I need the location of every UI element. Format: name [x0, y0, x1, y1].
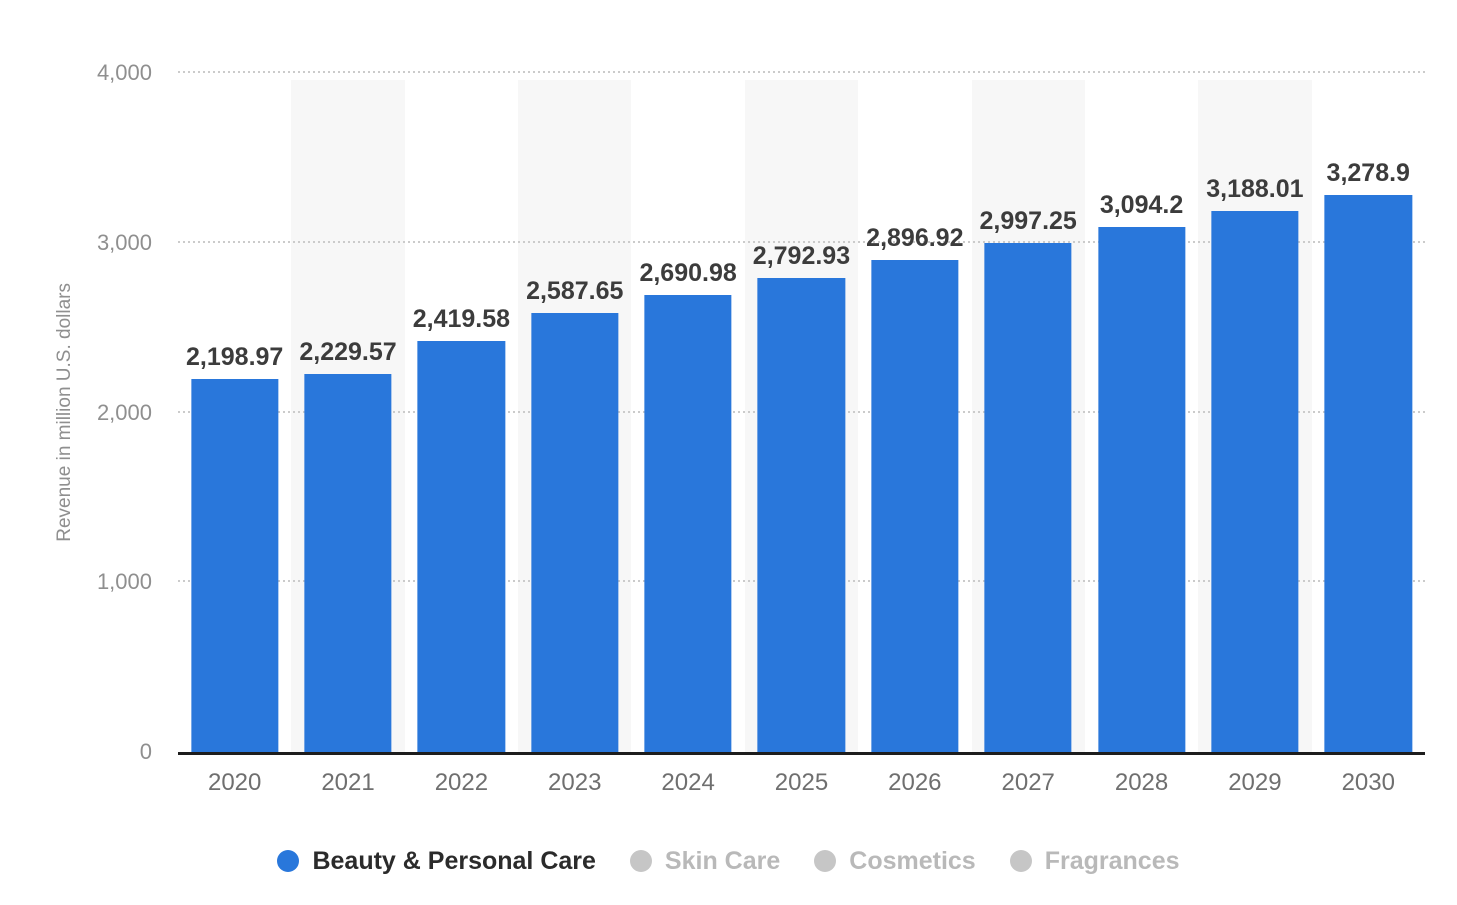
bar-columns: 2,198.97 2020 2,229.57 2021 2,419.58 202…	[178, 73, 1425, 796]
bar-2025[interactable]: 2,792.93	[753, 242, 850, 752]
legend-label: Fragrances	[1044, 846, 1180, 875]
bar-value-label: 2,997.25	[979, 207, 1077, 236]
category-column-2029: 3,188.01 2029	[1198, 73, 1311, 796]
category-column-2026: 2,896.92 2026	[858, 73, 971, 796]
bar-value-label: 3,094.2	[1099, 190, 1184, 219]
category-column-2023: 2,587.65 2023	[518, 73, 631, 796]
x-tick-label: 2020	[207, 769, 262, 796]
bar-value-label: 2,587.65	[526, 276, 624, 305]
legend-dot-icon	[1009, 850, 1032, 872]
y-tick-label: 4,000	[96, 60, 152, 85]
bar-value-label: 2,896.92	[866, 224, 964, 253]
legend-label: Cosmetics	[849, 846, 976, 875]
y-axis: 0 1,000 2,000 3,000 4,000	[0, 60, 152, 764]
bar-2026[interactable]: 2,896.92	[866, 224, 963, 752]
category-column-2020: 2,198.97 2020	[178, 73, 291, 796]
bar-2027[interactable]: 2,997.25	[980, 207, 1077, 752]
x-tick-label: 2025	[774, 769, 829, 796]
legend: Beauty & Personal Care Skin Care Cosmeti…	[0, 843, 1457, 879]
x-tick-label: 2027	[1001, 769, 1055, 796]
legend-item-cosmetics[interactable]: Cosmetics	[814, 846, 976, 876]
legend-item-fragrances[interactable]: Fragrances	[1009, 846, 1180, 876]
x-tick-label: 2029	[1228, 769, 1282, 796]
y-tick-label: 0	[139, 739, 152, 764]
x-tick-label: 2023	[548, 769, 602, 796]
legend-dot-icon	[629, 850, 652, 872]
bar-2029[interactable]: 3,188.01	[1206, 175, 1304, 752]
legend-item-skin-care[interactable]: Skin Care	[629, 846, 781, 876]
category-column-2030: 3,278.9 2030	[1312, 73, 1425, 796]
bar-value-label: 2,690.98	[639, 259, 737, 288]
category-column-2021: 2,229.57 2021	[291, 73, 404, 796]
x-tick-label: 2024	[661, 769, 715, 796]
x-tick-label: 2026	[888, 769, 942, 796]
bar-2023[interactable]: 2,587.65	[526, 277, 623, 752]
x-tick-label: 2021	[321, 769, 375, 796]
bar-value-label: 3,278.9	[1326, 159, 1410, 188]
category-column-2025: 2,792.93 2025	[745, 73, 858, 796]
legend-dot-icon	[814, 850, 837, 872]
category-column-2022: 2,419.58 2022	[405, 73, 518, 796]
bar-2028[interactable]: 3,094.2	[1097, 191, 1186, 752]
legend-label: Beauty & Personal Care	[312, 846, 596, 875]
gridline	[178, 240, 1425, 243]
bar-2022[interactable]: 2,419.58	[413, 305, 510, 752]
legend-item-beauty-personal-care[interactable]: Beauty & Personal Care	[277, 846, 596, 876]
bar-value-label: 2,792.93	[752, 241, 851, 270]
bar-2021[interactable]: 2,229.57	[299, 338, 397, 752]
y-tick-label: 1,000	[96, 569, 152, 595]
gridline	[178, 71, 1425, 73]
category-column-2028: 3,094.2 2028	[1085, 73, 1198, 796]
bar-value-label: 2,229.57	[299, 337, 397, 366]
bar-value-label: 2,419.58	[412, 305, 511, 334]
bar-2020[interactable]: 2,198.97	[186, 343, 283, 752]
bar-value-label: 2,198.97	[186, 342, 284, 371]
legend-dot-icon	[277, 850, 300, 872]
x-tick-label: 2022	[434, 769, 489, 796]
plot-area: 2,198.97 2020 2,229.57 2021 2,419.58 202…	[178, 71, 1425, 796]
y-tick-label: 2,000	[96, 399, 152, 425]
category-column-2027: 2,997.25 2027	[972, 73, 1085, 796]
x-tick-label: 2028	[1114, 769, 1169, 796]
y-tick-label: 3,000	[96, 229, 152, 255]
bar-2030[interactable]: 3,278.9	[1324, 159, 1412, 752]
category-column-2024: 2,690.98 2024	[631, 73, 744, 796]
x-tick-label: 2030	[1341, 769, 1395, 796]
legend-label: Skin Care	[664, 846, 781, 875]
bar-2024[interactable]: 2,690.98	[639, 259, 737, 752]
bar-value-label: 3,188.01	[1206, 174, 1304, 203]
